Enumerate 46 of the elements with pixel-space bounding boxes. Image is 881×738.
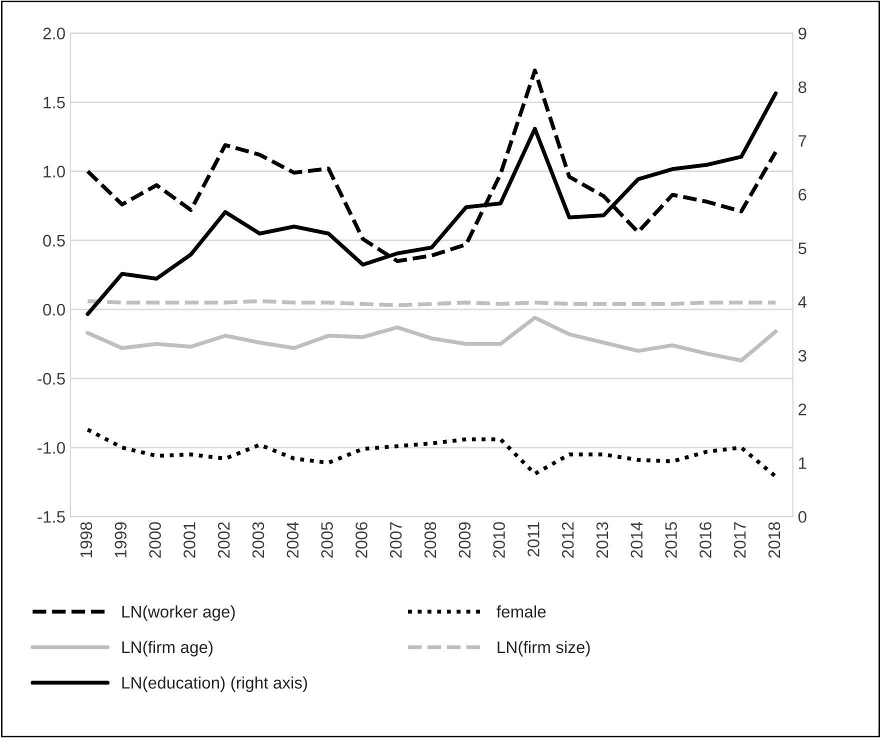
y-tick-label: -1.5 [38, 511, 65, 523]
y2-tick-label: 2 [798, 404, 806, 416]
y-tick-label: 2.0 [43, 28, 65, 40]
x-tick-label: 1999 [114, 522, 127, 558]
y2-tick-label: 5 [798, 242, 806, 254]
x-tick-label: 2018 [768, 522, 780, 558]
y2-tick-label: 7 [798, 135, 806, 147]
y-tick-label: -0.5 [38, 372, 65, 385]
x-tick-label: 2004 [286, 522, 299, 558]
x-tick-label: 2017 [734, 522, 746, 558]
x-tick-label: 2013 [596, 522, 608, 558]
legend-label: female [496, 605, 546, 618]
legend-label: LN(firm size) [498, 640, 590, 656]
y2-tick-label: 3 [798, 350, 806, 362]
y-tick-label: 1.0 [44, 166, 65, 178]
y2-tick-label: 4 [798, 296, 807, 308]
line-series [86, 316, 778, 362]
x-tick-label: 2015 [665, 522, 677, 558]
legend-label: LN(worker age) [122, 605, 235, 621]
line-series [86, 428, 778, 478]
y2-tick-label: 1 [799, 457, 806, 469]
x-tick-label: 2016 [700, 522, 712, 558]
x-tick-label: 2000 [149, 522, 161, 558]
y-tick-label: 0.5 [43, 234, 65, 247]
x-tick-label: 2001 [184, 522, 196, 558]
x-tick-label: 2002 [218, 522, 230, 558]
x-tick-label: 2005 [321, 522, 333, 558]
x-tick-label: 2003 [252, 522, 264, 558]
y-tick-label: 1.5 [44, 96, 65, 108]
y-tick-label: 0.0 [43, 304, 65, 316]
y2-tick-label: 0 [798, 511, 806, 523]
y2-tick-label: 9 [798, 28, 806, 40]
legend-label: LN(firm age) [122, 640, 213, 656]
x-tick-label: 2014 [630, 522, 643, 558]
x-tick-label: 2010 [493, 522, 505, 558]
x-tick-label: 2012 [562, 522, 574, 558]
x-tick-label: 2006 [356, 522, 368, 558]
x-tick-label: 2009 [458, 522, 471, 558]
y2-tick-label: 8 [798, 81, 806, 94]
legend-label: LN(education) (right axis) [122, 676, 308, 692]
x-tick-label: 2007 [390, 522, 402, 558]
x-tick-label: 1998 [80, 522, 92, 558]
x-tick-label: 2011 [528, 522, 540, 556]
x-tick-label: 2008 [424, 522, 436, 558]
y-tick-label: -1.0 [38, 442, 65, 454]
y2-tick-label: 6 [798, 188, 806, 201]
